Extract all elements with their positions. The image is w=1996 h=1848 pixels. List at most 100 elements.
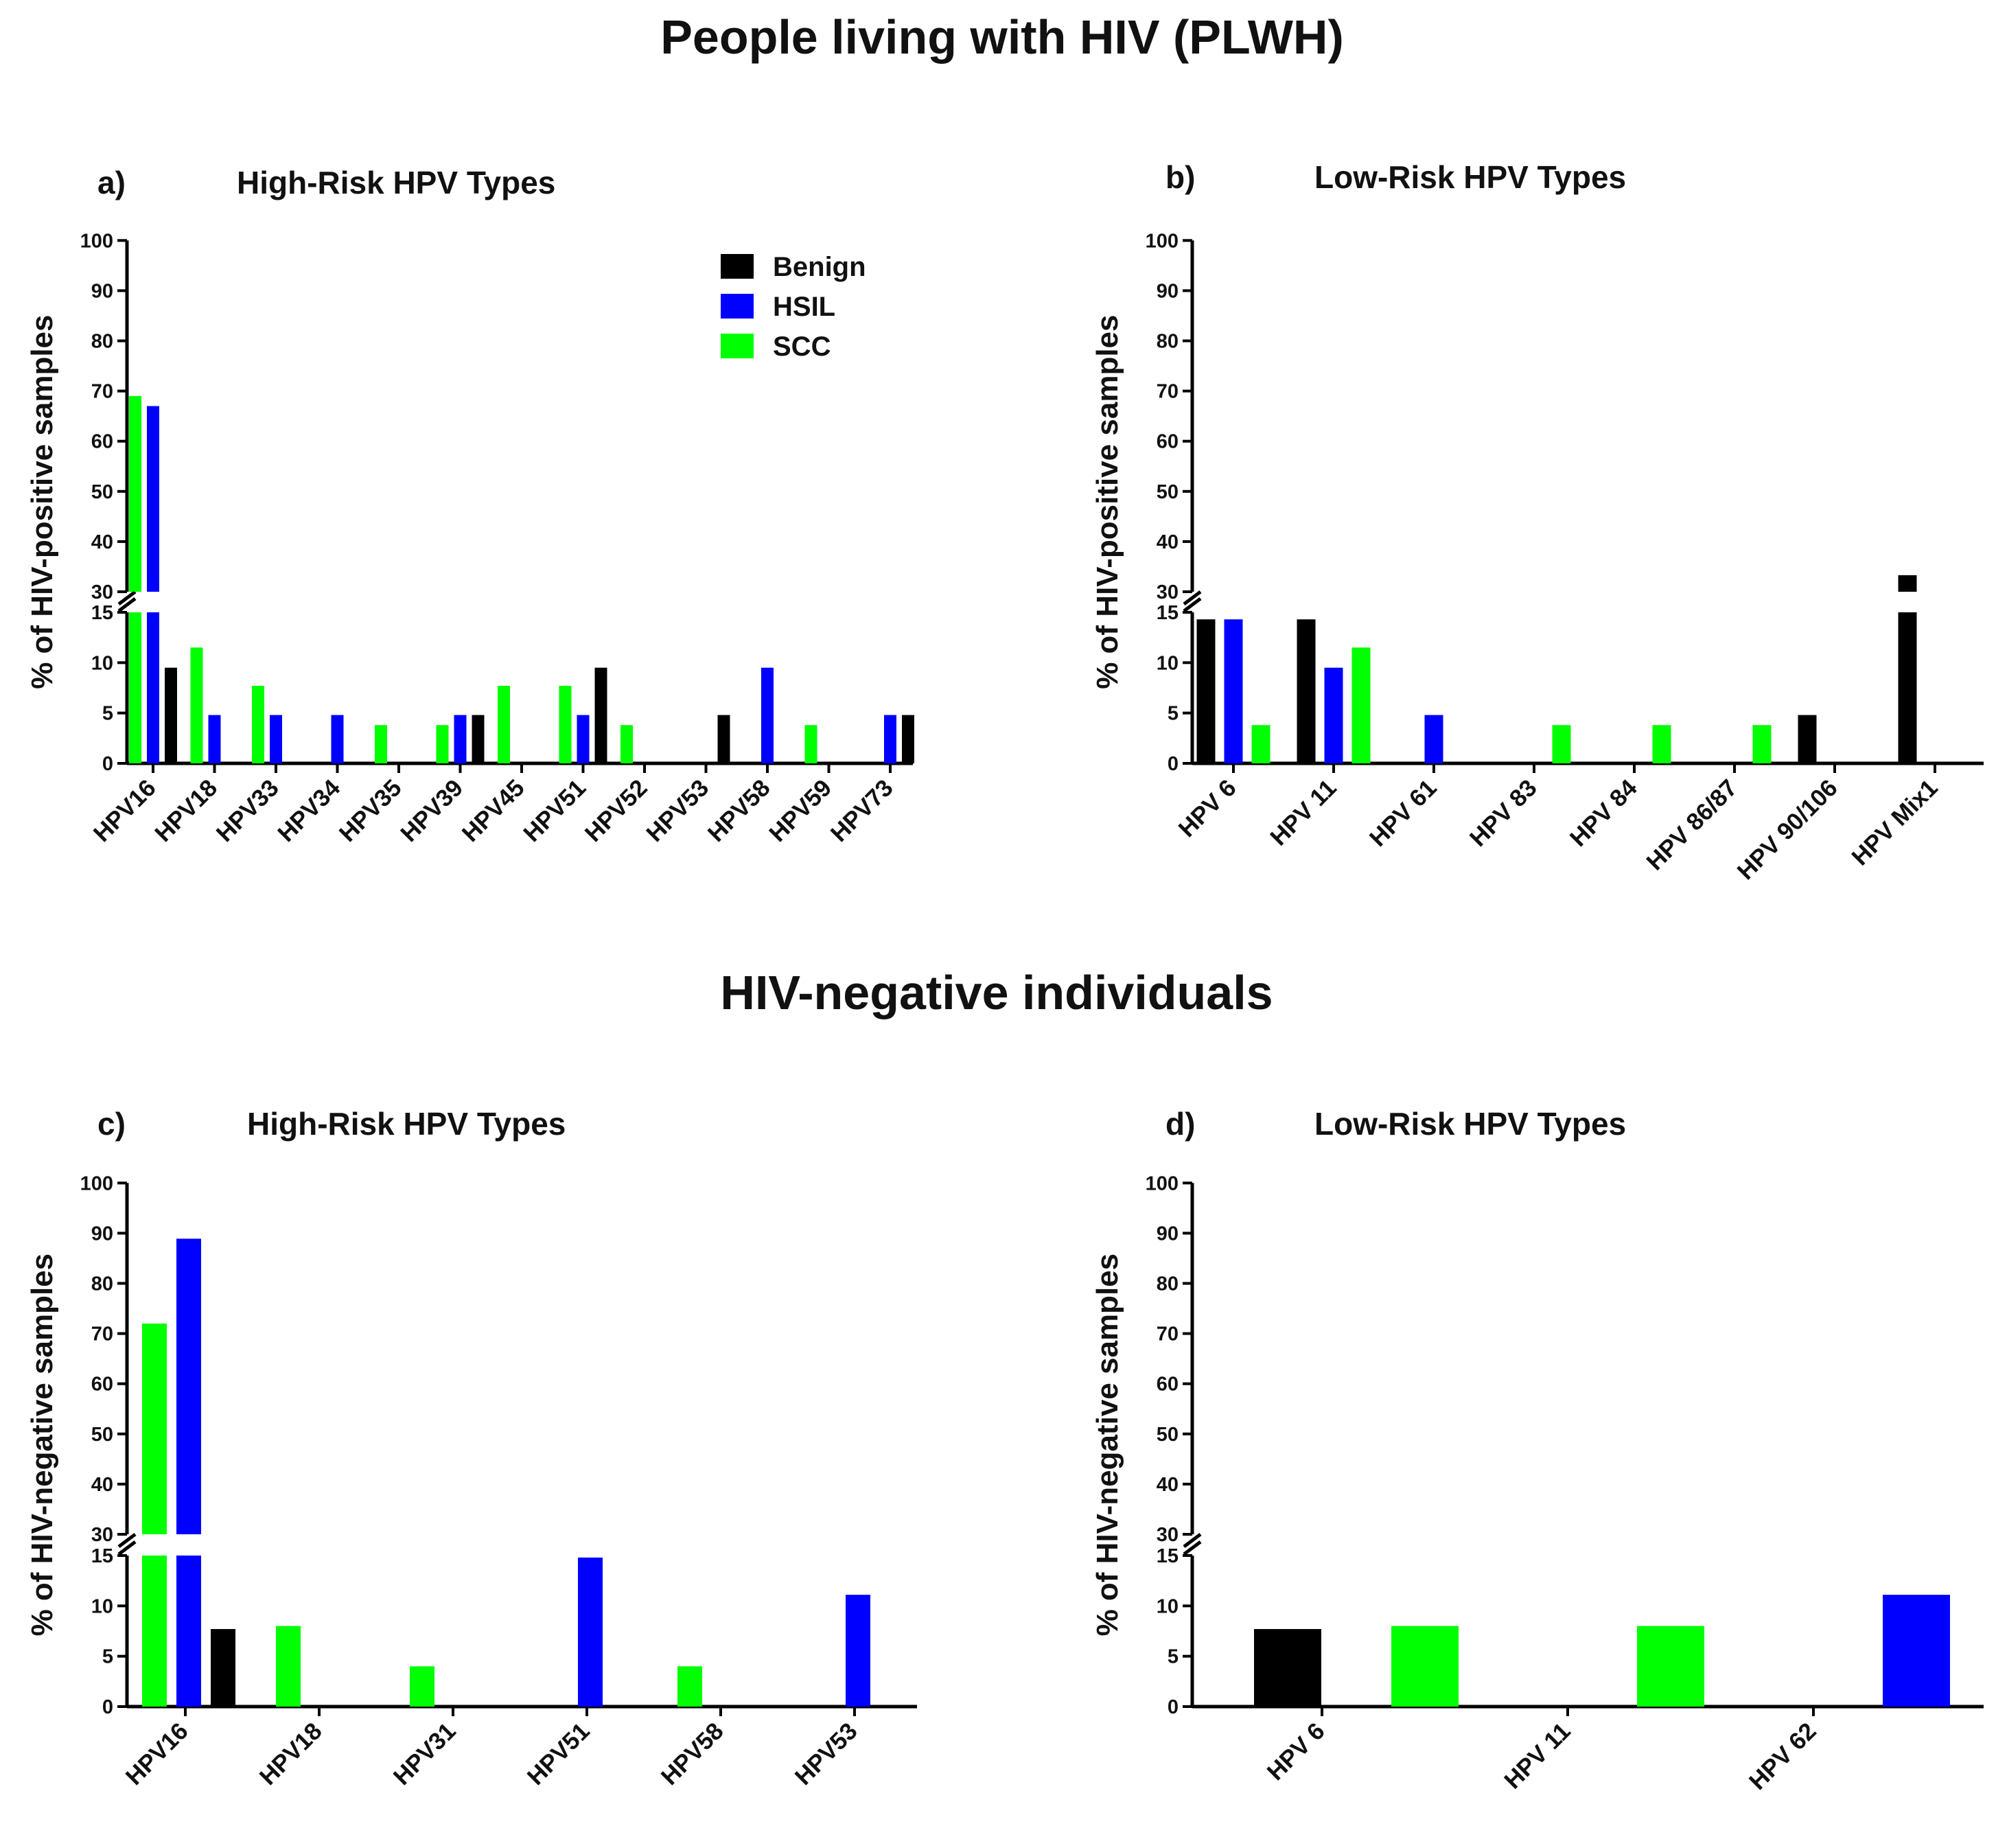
bar-a-scc-hpv33 — [252, 686, 264, 763]
category-label-hpv16: HPV16 — [89, 774, 161, 847]
category-label-hpv33: HPV33 — [211, 774, 284, 847]
y-tick-label: 0 — [102, 753, 113, 775]
y-tick-label: 100 — [80, 230, 113, 252]
bar-b-benign-hpv-11 — [1297, 619, 1316, 763]
bar-a-hsil-hpv16-lower — [147, 612, 159, 763]
y-tick-label: 30 — [91, 1524, 113, 1546]
legend: Benign HSIL SCC — [721, 252, 866, 362]
y-tick-label: 30 — [91, 581, 113, 603]
bar-a-hsil-hpv73 — [884, 715, 896, 763]
bar-b-hsil-hpv-11 — [1324, 667, 1343, 763]
bar-a-benign-hpv53 — [717, 715, 730, 763]
bar-a-scc-hpv18 — [190, 647, 203, 763]
panel-title: Low-Risk HPV Types — [1314, 1106, 1626, 1142]
bar-b-benign-hpv-6 — [1196, 619, 1216, 763]
axis-break-mark — [117, 1540, 137, 1556]
y-tick-label: 80 — [91, 1273, 113, 1295]
axis-break-mark — [1183, 597, 1202, 612]
bar-c-benign-hpv16 — [211, 1629, 235, 1707]
category-label-hpv-90-106: HPV 90/106 — [1732, 774, 1843, 885]
y-tick-label: 100 — [1146, 230, 1179, 252]
bar-a-scc-hpv16-lower — [129, 612, 141, 763]
y-tick-label: 30 — [1157, 581, 1179, 603]
bar-a-scc-hpv59 — [804, 725, 817, 763]
y-tick-label: 50 — [91, 1424, 113, 1446]
category-label-hpv-61: HPV 61 — [1365, 774, 1442, 852]
bar-b-scc-hpv-86-87 — [1752, 725, 1772, 763]
bar-b-hsil-hpv-61 — [1424, 715, 1443, 763]
y-tick-label: 50 — [91, 481, 113, 503]
section-title-plwh: People living with HIV (PLWH) — [660, 10, 1344, 64]
bar-b-scc-hpv-11 — [1351, 647, 1371, 763]
category-label-hpv35: HPV35 — [334, 774, 407, 847]
bar-a-hsil-hpv34 — [331, 715, 344, 763]
y-tick-label: 15 — [91, 1545, 113, 1567]
y-tick-label: 50 — [1157, 1424, 1179, 1446]
bar-a-scc-hpv51 — [559, 686, 572, 763]
category-label-hpv-6: HPV 6 — [1174, 774, 1242, 842]
axis-break-mark — [1183, 1540, 1202, 1556]
panel-label: a) — [97, 165, 126, 200]
y-tick-label: 80 — [1157, 1273, 1179, 1295]
y-tick-label: 15 — [91, 602, 113, 624]
y-tick-label: 60 — [91, 431, 113, 453]
y-tick-label: 5 — [1168, 703, 1179, 725]
y-tick-label: 15 — [1157, 1545, 1179, 1567]
bar-b-scc-hpv-83 — [1552, 725, 1571, 763]
category-label-hpv-62: HPV 62 — [1744, 1718, 1822, 1795]
y-tick-label: 60 — [1157, 431, 1179, 453]
category-label-hpv58: HPV58 — [703, 774, 776, 847]
bar-a-hsil-hpv18 — [208, 715, 221, 763]
bar-a-scc-hpv35 — [375, 725, 387, 763]
category-label-hpv16: HPV16 — [121, 1718, 194, 1790]
legend-label-benign: Benign — [773, 252, 866, 282]
category-label-hpv45: HPV45 — [457, 774, 530, 847]
bar-b-scc-hpv-84 — [1652, 725, 1671, 763]
bar-a-scc-hpv39 — [436, 725, 449, 763]
bar-c-hsil-hpv53 — [846, 1595, 870, 1707]
bar-d-hsil-hpv-62 — [1883, 1595, 1950, 1707]
axis-break-mark — [117, 597, 137, 612]
category-label-hpv73: HPV73 — [826, 774, 898, 847]
y-tick-label: 10 — [1157, 652, 1179, 674]
bar-c-scc-hpv31 — [410, 1666, 434, 1707]
panel-label: d) — [1165, 1106, 1195, 1142]
bar-c-scc-hpv18 — [276, 1626, 301, 1707]
axis-break-mark — [117, 590, 137, 605]
bar-b-scc-hpv-6 — [1251, 725, 1270, 763]
axis-break-mark — [117, 1533, 137, 1548]
y-axis-label: % of HIV-positive samples — [1091, 315, 1124, 689]
bar-a-benign-hpv16 — [165, 667, 177, 763]
axis-break-mark — [1183, 590, 1202, 605]
y-tick-label: 5 — [102, 1646, 113, 1668]
y-tick-label: 90 — [1157, 1223, 1179, 1245]
category-label-hpv31: HPV31 — [388, 1718, 461, 1790]
category-label-hpv-11: HPV 11 — [1499, 1718, 1576, 1794]
axis-break-mark — [1183, 1533, 1202, 1548]
panel-label: b) — [1165, 159, 1195, 195]
bar-c-hsil-hpv16-lower — [176, 1555, 201, 1707]
legend-swatch-scc — [721, 334, 754, 358]
category-label-hpv-84: HPV 84 — [1565, 774, 1643, 852]
y-tick-label: 10 — [1157, 1595, 1179, 1617]
y-tick-label: 100 — [80, 1173, 113, 1194]
panel-title: High-Risk HPV Types — [237, 165, 555, 200]
legend-label-hsil: HSIL — [773, 292, 835, 322]
y-tick-label: 60 — [91, 1374, 113, 1396]
bar-c-hsil-hpv16-upper — [176, 1238, 201, 1534]
bar-a-scc-hpv45 — [498, 686, 510, 763]
bar-c-scc-hpv16-lower — [142, 1555, 167, 1707]
y-tick-label: 30 — [1157, 1524, 1179, 1546]
panel-title: High-Risk HPV Types — [247, 1106, 566, 1142]
bar-d-scc-hpv-11 — [1637, 1626, 1704, 1707]
y-tick-label: 50 — [1157, 481, 1179, 503]
category-label-hpv59: HPV59 — [764, 774, 837, 847]
legend-swatch-hsil — [721, 294, 754, 319]
category-label-hpv53: HPV53 — [641, 774, 714, 847]
bar-d-benign-hpv-6 — [1254, 1629, 1321, 1707]
panel-title: Low-Risk HPV Types — [1314, 159, 1626, 195]
bar-b-benign-hpv-mix1-lower — [1898, 612, 1917, 763]
y-axis-label: % of HIV-negative samples — [1091, 1254, 1124, 1637]
category-label-hpv18: HPV18 — [255, 1718, 327, 1790]
